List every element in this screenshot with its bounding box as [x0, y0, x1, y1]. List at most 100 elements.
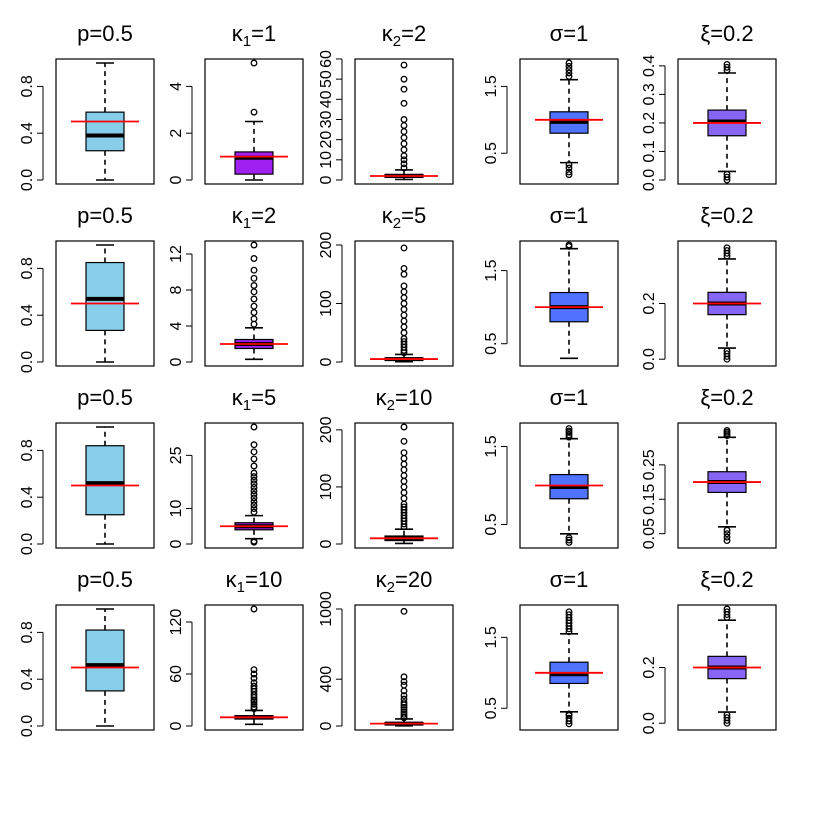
outlier-point — [565, 241, 573, 249]
y-tick-label: 0.8 — [19, 439, 36, 461]
outlier-point — [250, 674, 258, 682]
outlier-point — [565, 538, 573, 546]
y-tick-label: 0 — [168, 357, 185, 366]
outlier-point — [250, 537, 258, 545]
outlier-point — [400, 305, 408, 313]
y-tick-label: 4 — [168, 82, 185, 91]
outlier-point — [400, 146, 408, 154]
boxplot-panel-3-2: κ1=5 0 10 25 — [168, 385, 304, 549]
outlier-point — [400, 449, 408, 457]
y-tick-label: 1000 — [318, 591, 335, 627]
y-tick-label: 0.4 — [19, 486, 36, 508]
outlier-point — [723, 537, 731, 545]
outlier-point — [400, 244, 408, 252]
outlier-point — [400, 483, 408, 491]
y-tick-label: 60 — [318, 50, 335, 68]
outlier-point — [400, 160, 408, 168]
y-tick-label: 0.5 — [483, 142, 500, 164]
outlier-point — [250, 501, 258, 509]
panel-title: κ2=10 — [376, 385, 433, 414]
panel-title: p=0.5 — [77, 385, 133, 410]
panel-frame — [204, 58, 304, 185]
outlier-point — [400, 681, 408, 689]
outlier-point — [250, 255, 258, 262]
outlier-point — [723, 533, 731, 541]
panel-title: κ2=5 — [382, 203, 426, 232]
y-tick-label: 0.1 — [641, 140, 658, 162]
outlier-point — [250, 605, 258, 613]
outlier-point — [400, 472, 408, 479]
outlier-point — [565, 714, 573, 722]
outlier-point — [400, 288, 408, 296]
panel-frame — [55, 422, 155, 549]
outlier-point — [250, 282, 258, 289]
y-tick-label: 50 — [318, 70, 335, 88]
outlier-point — [400, 695, 408, 703]
outlier-point — [400, 156, 408, 164]
y-tick-label: 200 — [318, 416, 335, 443]
y-tick-label: 0.3 — [641, 83, 658, 105]
panel-frame — [354, 604, 454, 731]
y-tick-label: 0 — [168, 175, 185, 184]
outlier-point — [400, 128, 408, 136]
y-tick-label: 0.0 — [19, 715, 36, 737]
y-tick-label: 0.0 — [641, 712, 658, 734]
boxplot-panel-2-1: p=0.5 0.0 0.4 0.8 — [19, 203, 155, 373]
panel-title: p=0.5 — [77, 567, 133, 592]
outlier-point — [250, 59, 258, 67]
outlier-point — [400, 140, 408, 148]
y-tick-label: 0.4 — [641, 55, 658, 77]
y-tick-label: 0 — [318, 539, 335, 548]
boxplot-panel-2-2: κ1=2 0 4 8 12 — [168, 203, 304, 367]
panel-title: p=0.5 — [77, 21, 133, 46]
y-tick-label: 4 — [168, 321, 185, 330]
y-tick-label: 0 — [168, 539, 185, 548]
outlier-point — [400, 489, 408, 497]
boxplot-panel-2-4: σ=1 0.5 1.5 — [483, 203, 619, 367]
panel-frame — [519, 422, 619, 549]
outlier-point — [250, 423, 258, 431]
outlier-point — [250, 670, 258, 678]
outlier-point — [565, 168, 573, 176]
outlier-point — [250, 448, 258, 456]
outlier-point — [400, 99, 408, 107]
outlier-point — [565, 534, 573, 542]
outlier-point — [250, 679, 258, 687]
panel-title: σ=1 — [550, 203, 589, 228]
outlier-point — [400, 300, 408, 307]
y-tick-label: 60 — [168, 665, 185, 683]
y-tick-label: 1.5 — [483, 626, 500, 648]
y-tick-label: 0.4 — [19, 304, 36, 326]
panel-frame — [519, 58, 619, 185]
outlier-point — [400, 338, 408, 345]
y-tick-label: 2 — [168, 129, 185, 138]
panel-title: ξ=0.2 — [700, 567, 753, 592]
y-tick-label: 0.0 — [19, 351, 36, 373]
outlier-point — [723, 350, 731, 358]
y-tick-label: 100 — [318, 290, 335, 317]
boxplot-panel-2-3: κ2=5 0 100 200 — [318, 203, 454, 367]
outlier-point — [400, 116, 408, 123]
y-tick-label: 40 — [318, 90, 335, 108]
outlier-point — [400, 692, 408, 700]
panel-title: ξ=0.2 — [700, 21, 753, 46]
outlier-point — [250, 455, 258, 463]
outlier-point — [400, 270, 408, 278]
y-tick-label: 0.5 — [483, 697, 500, 719]
panel-title: κ1=1 — [232, 21, 276, 50]
outlier-point — [250, 274, 258, 282]
panel-frame — [519, 240, 619, 367]
y-tick-label: 0.2 — [641, 656, 658, 678]
panel-frame — [677, 58, 777, 185]
outlier-point — [400, 294, 408, 302]
panel-title: κ1=10 — [226, 567, 283, 596]
boxplot-panel-3-4: σ=1 0.5 1.5 — [483, 385, 619, 549]
panel-frame — [55, 604, 155, 731]
outlier-point — [400, 152, 408, 160]
panel-title: σ=1 — [550, 385, 589, 410]
outlier-point — [723, 170, 731, 178]
outlier-point — [400, 706, 408, 714]
outlier-point — [400, 282, 408, 290]
outlier-point — [723, 63, 731, 71]
outlier-point — [250, 266, 258, 274]
